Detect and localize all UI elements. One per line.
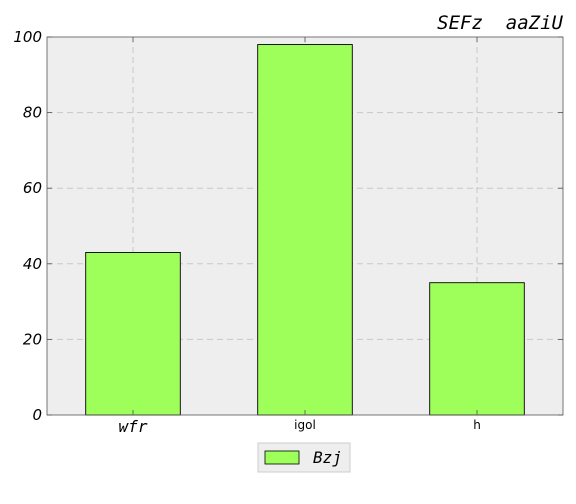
bars	[85, 44, 525, 416]
bar-igol	[257, 44, 353, 416]
chart-title: SEFz aaZiU	[437, 12, 563, 34]
legend: Bzj	[257, 442, 351, 473]
ytick-label-60: 60	[23, 179, 42, 197]
ytick-label-80: 80	[23, 104, 42, 122]
bar-wfr	[85, 252, 181, 416]
xtick-label-wfr: wfr	[119, 417, 148, 436]
x-axis-ticks: wfr igol h	[119, 37, 481, 436]
legend-label-bzj: Bzj	[313, 448, 342, 467]
ytick-label-40: 40	[23, 255, 42, 273]
xtick-label-h: h	[473, 418, 481, 432]
y-axis-ticks: 0 20 40 60 80 100	[13, 28, 563, 424]
ytick-label-20: 20	[23, 330, 42, 348]
xtick-label-igol: igol	[294, 418, 316, 432]
legend-swatch	[264, 450, 300, 465]
ytick-label-100: 100	[13, 28, 42, 46]
bar-h	[429, 282, 525, 416]
ytick-label-0: 0	[32, 406, 42, 424]
